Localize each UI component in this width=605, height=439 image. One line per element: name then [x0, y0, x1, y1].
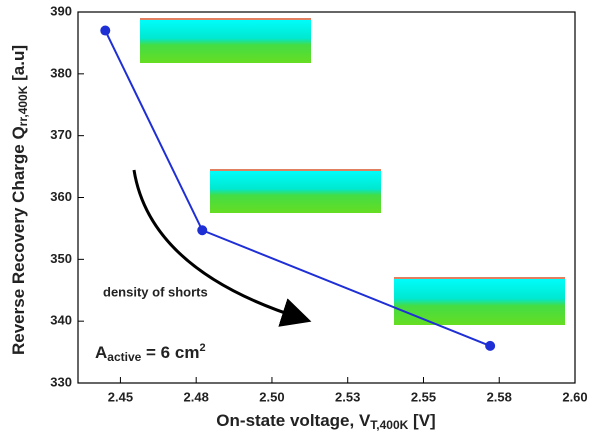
- point: [485, 340, 496, 351]
- y-tick-label: 330: [50, 374, 72, 389]
- device-insets: [140, 18, 565, 325]
- x-tick-label: 2.50: [259, 389, 284, 404]
- area-note: Aactive = 6 cm2: [95, 342, 206, 364]
- y-axis-label: Reverse Recovery Charge Qrr,400K [a.u]: [9, 45, 30, 355]
- x-tick-label: 2.60: [562, 389, 587, 404]
- x-tick-label: 2.48: [184, 389, 209, 404]
- x-axis-label: On-state voltage, VT,400K [V]: [216, 411, 435, 432]
- x-tick-label: 2.45: [108, 389, 133, 404]
- point: [100, 25, 111, 36]
- y-tick-label: 370: [50, 127, 72, 142]
- arrow-text: density of shorts: [103, 284, 208, 299]
- y-tick-label: 350: [50, 251, 72, 266]
- point: [197, 225, 208, 236]
- x-tick-label: 2.53: [335, 389, 360, 404]
- y-tick-label: 340: [50, 313, 72, 328]
- y-tick-label: 380: [50, 65, 72, 80]
- x-tick-label: 2.55: [411, 389, 436, 404]
- arrow: [132, 169, 312, 327]
- y-tick-label: 390: [50, 3, 72, 18]
- x-tick-label: 2.58: [487, 389, 512, 404]
- y-tick-label: 360: [50, 189, 72, 204]
